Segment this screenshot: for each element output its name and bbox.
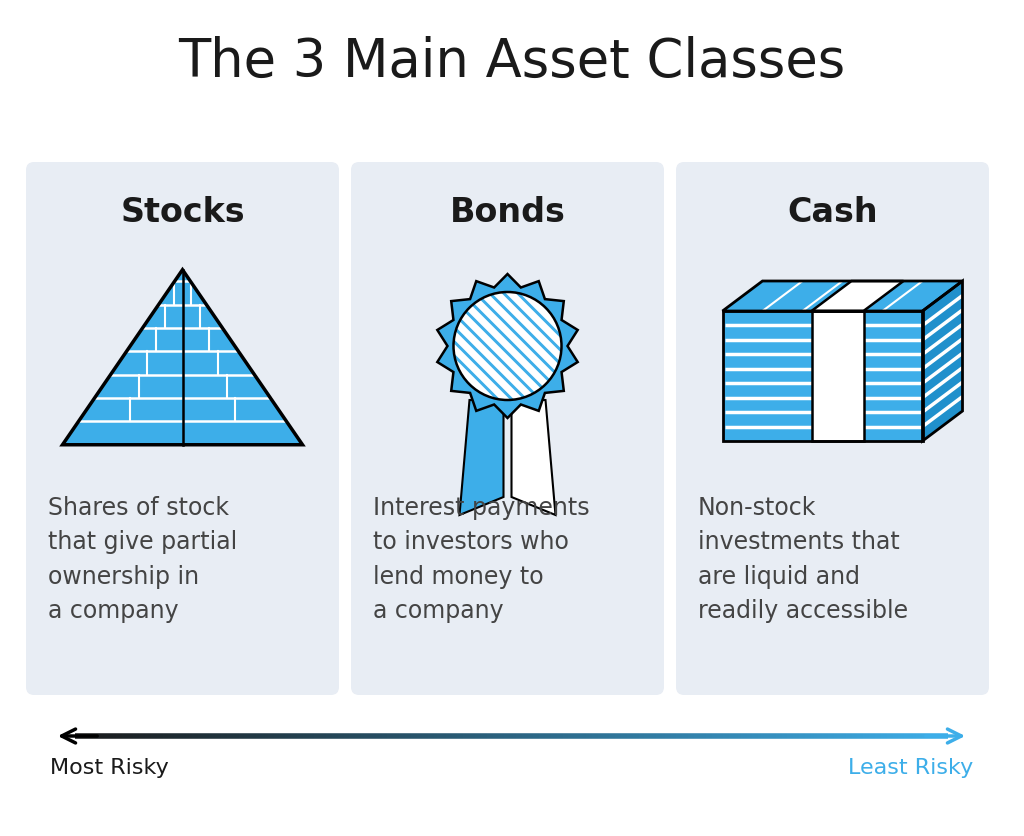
Polygon shape [811, 311, 863, 441]
Text: Interest payments
to investors who
lend money to
a company: Interest payments to investors who lend … [373, 496, 590, 624]
FancyBboxPatch shape [26, 162, 339, 695]
Polygon shape [62, 270, 302, 445]
Polygon shape [723, 311, 923, 441]
Circle shape [454, 292, 561, 400]
Text: The 3 Main Asset Classes: The 3 Main Asset Classes [178, 36, 846, 88]
Polygon shape [512, 400, 555, 515]
FancyBboxPatch shape [351, 162, 664, 695]
Polygon shape [723, 281, 963, 311]
Text: Stocks: Stocks [120, 196, 245, 229]
Text: Most Risky: Most Risky [50, 758, 169, 778]
Text: Bonds: Bonds [450, 196, 565, 229]
Polygon shape [460, 400, 504, 515]
Text: Shares of stock
that give partial
ownership in
a company: Shares of stock that give partial owners… [48, 496, 238, 624]
Text: Cash: Cash [787, 196, 878, 229]
Text: Least Risky: Least Risky [848, 758, 973, 778]
Polygon shape [437, 274, 578, 418]
Polygon shape [811, 281, 903, 311]
Polygon shape [923, 281, 963, 441]
FancyBboxPatch shape [676, 162, 989, 695]
Text: Non-stock
investments that
are liquid and
readily accessible: Non-stock investments that are liquid an… [698, 496, 908, 624]
